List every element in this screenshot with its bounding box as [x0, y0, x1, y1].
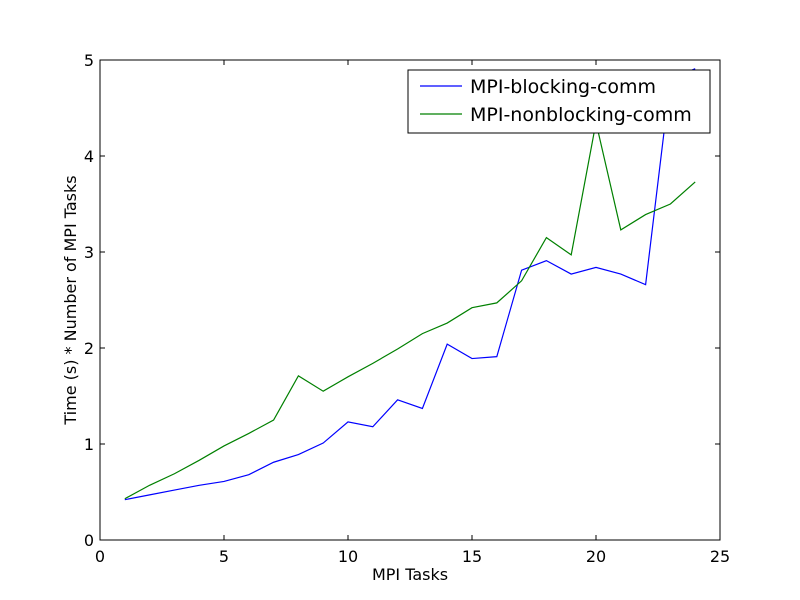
x-tick-label: 25 — [710, 547, 730, 566]
series-layer — [124, 68, 696, 501]
x-tick-label: 5 — [219, 547, 229, 566]
series-line-0 — [124, 68, 696, 501]
y-tick-label: 0 — [84, 531, 94, 550]
x-tick-label: 0 — [95, 547, 105, 566]
ticks-layer: 0 5 10 15 20 25 0 1 2 3 4 5 — [84, 51, 730, 566]
plot-area-frame — [99, 59, 721, 541]
legend: MPI-blocking-comm MPI-nonblocking-comm — [407, 69, 711, 134]
legend-label-blocking: MPI-blocking-comm — [470, 76, 656, 98]
y-tick-label: 4 — [84, 147, 94, 166]
x-tick-label: 20 — [586, 547, 606, 566]
y-tick-label: 3 — [84, 243, 94, 262]
y-tick-label: 5 — [84, 51, 94, 70]
x-tick-label: 10 — [338, 547, 358, 566]
legend-box — [407, 69, 711, 134]
legend-label-nonblocking: MPI-nonblocking-comm — [470, 104, 692, 126]
y-tick-label: 2 — [84, 339, 94, 358]
x-tick-label: 15 — [462, 547, 482, 566]
y-tick-label: 1 — [84, 435, 94, 454]
series-line-1 — [124, 122, 696, 500]
x-axis-label: MPI Tasks — [372, 565, 448, 584]
y-axis-label: Time (s) * Number of MPI Tasks — [61, 175, 80, 425]
